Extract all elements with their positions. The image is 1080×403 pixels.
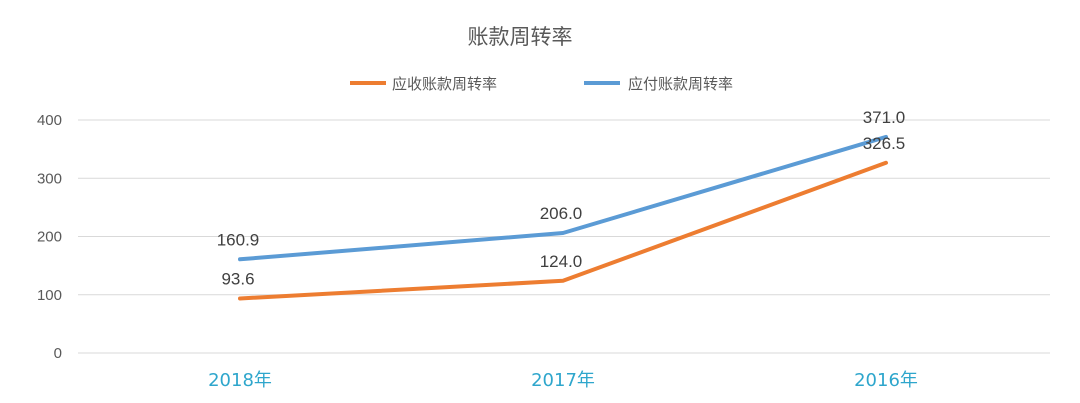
data-label-s1-p2: 371.0 [863, 108, 906, 127]
data-label-s1-p1: 206.0 [540, 204, 583, 223]
legend-item-payable: 应付账款周转率 [584, 75, 733, 93]
series-line-1 [238, 134, 888, 262]
legend-label-receivable: 应收账款周转率 [392, 75, 497, 93]
data-labels: 93.6 124.0 326.5 160.9 206.0 371.0 [217, 108, 906, 289]
y-tick-label-100: 100 [37, 287, 62, 304]
legend: 应收账款周转率 应付账款周转率 [350, 75, 733, 93]
y-axis-ticks: 0 100 200 300 400 [37, 112, 62, 362]
chart-title: 账款周转率 [468, 25, 573, 49]
y-tick-label-0: 0 [54, 345, 62, 362]
x-tick-label-1: 2017年 [531, 370, 595, 391]
data-label-s0-p2: 326.5 [863, 134, 906, 153]
x-tick-label-2: 2016年 [854, 370, 918, 391]
x-tick-label-0: 2018年 [208, 370, 272, 391]
series-line-0 [238, 160, 888, 301]
y-tick-label-200: 200 [37, 229, 62, 246]
legend-item-receivable: 应收账款周转率 [350, 75, 497, 93]
gridlines [78, 119, 1050, 354]
x-axis-ticks: 2018年 2017年 2016年 [208, 370, 918, 391]
data-label-s1-p0: 160.9 [217, 230, 260, 249]
series-lines [238, 134, 888, 301]
data-label-s0-p0: 93.6 [221, 269, 254, 288]
legend-label-payable: 应付账款周转率 [628, 75, 733, 93]
y-tick-label-300: 300 [37, 170, 62, 187]
data-label-s0-p1: 124.0 [540, 252, 583, 271]
y-tick-label-400: 400 [37, 112, 62, 129]
